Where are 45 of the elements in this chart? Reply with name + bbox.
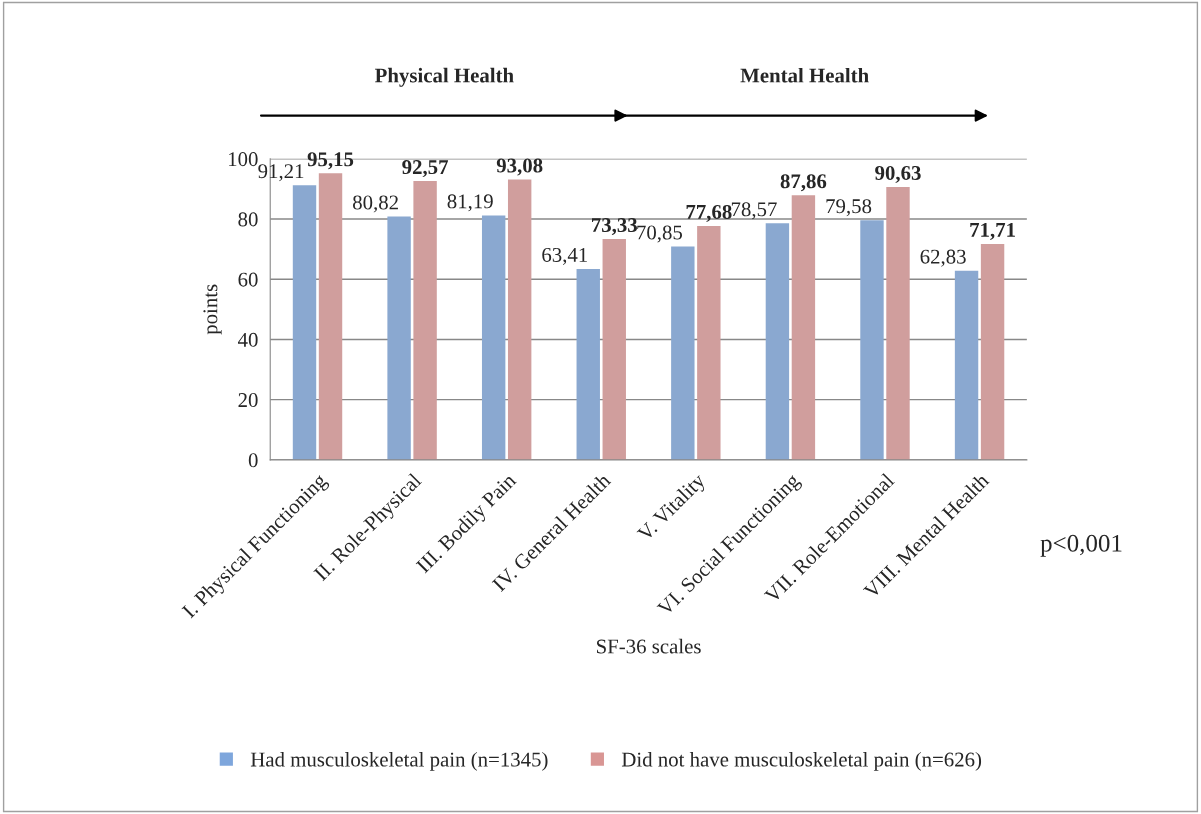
bar <box>576 268 600 460</box>
text: Physical Health <box>374 67 514 87</box>
bar <box>318 173 343 460</box>
bar <box>791 195 816 460</box>
bar <box>507 179 532 460</box>
y-tick-label: 60 <box>238 272 258 287</box>
data-label: 79,58 <box>826 199 872 217</box>
y-axis-title: points <box>203 284 222 335</box>
bar <box>292 185 317 460</box>
y-tick-label: 40 <box>237 332 258 347</box>
data-label: 93,08 <box>496 158 543 176</box>
bar <box>697 225 721 460</box>
data-label: 95,15 <box>307 152 354 170</box>
bar <box>481 215 506 460</box>
bar <box>886 186 910 460</box>
data-label: 63,41 <box>542 247 587 265</box>
y-tick-label: 100 <box>229 152 258 167</box>
legend-label: Had musculoskeletal pain (n=1345) <box>250 751 548 771</box>
data-label: 71,71 <box>970 222 1015 240</box>
bar <box>602 239 626 460</box>
text: Mental Health <box>740 67 869 83</box>
data-label: 90,63 <box>875 165 921 183</box>
data-label: 92,57 <box>402 160 449 178</box>
bar <box>413 181 437 460</box>
y-tick-label: 20 <box>238 393 258 408</box>
data-label: 81,19 <box>447 194 493 212</box>
text: p<0,001 <box>1040 534 1122 557</box>
data-label: 62,83 <box>920 249 966 267</box>
data-label: 80,82 <box>353 195 398 213</box>
data-label: 77,68 <box>686 204 732 222</box>
bar <box>671 246 695 460</box>
bar <box>860 220 884 460</box>
bar <box>954 270 979 460</box>
x-axis-title: SF-36 scales <box>596 638 701 654</box>
data-label: 73,33 <box>592 218 637 236</box>
bar <box>765 223 790 460</box>
data-label: 91,21 <box>258 164 304 182</box>
legend-label: Did not have musculoskeletal pain (n=626) <box>621 751 982 771</box>
data-label: 87,86 <box>780 174 827 192</box>
y-tick-label: 0 <box>248 453 258 468</box>
data-label: 70,85 <box>637 225 683 243</box>
bar <box>980 243 1005 460</box>
y-tick-label: 80 <box>238 212 258 227</box>
bar <box>387 216 411 460</box>
data-label: 78,57 <box>731 202 777 220</box>
